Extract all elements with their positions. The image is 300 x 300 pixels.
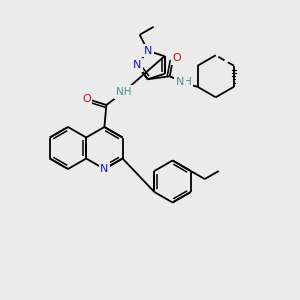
Text: O: O xyxy=(82,94,91,104)
Text: N: N xyxy=(100,164,109,174)
Text: NH: NH xyxy=(116,87,131,97)
Text: H: H xyxy=(184,77,192,87)
Text: N: N xyxy=(144,46,152,56)
Text: N: N xyxy=(133,60,142,70)
Text: O: O xyxy=(172,53,181,63)
Text: N: N xyxy=(176,77,184,87)
